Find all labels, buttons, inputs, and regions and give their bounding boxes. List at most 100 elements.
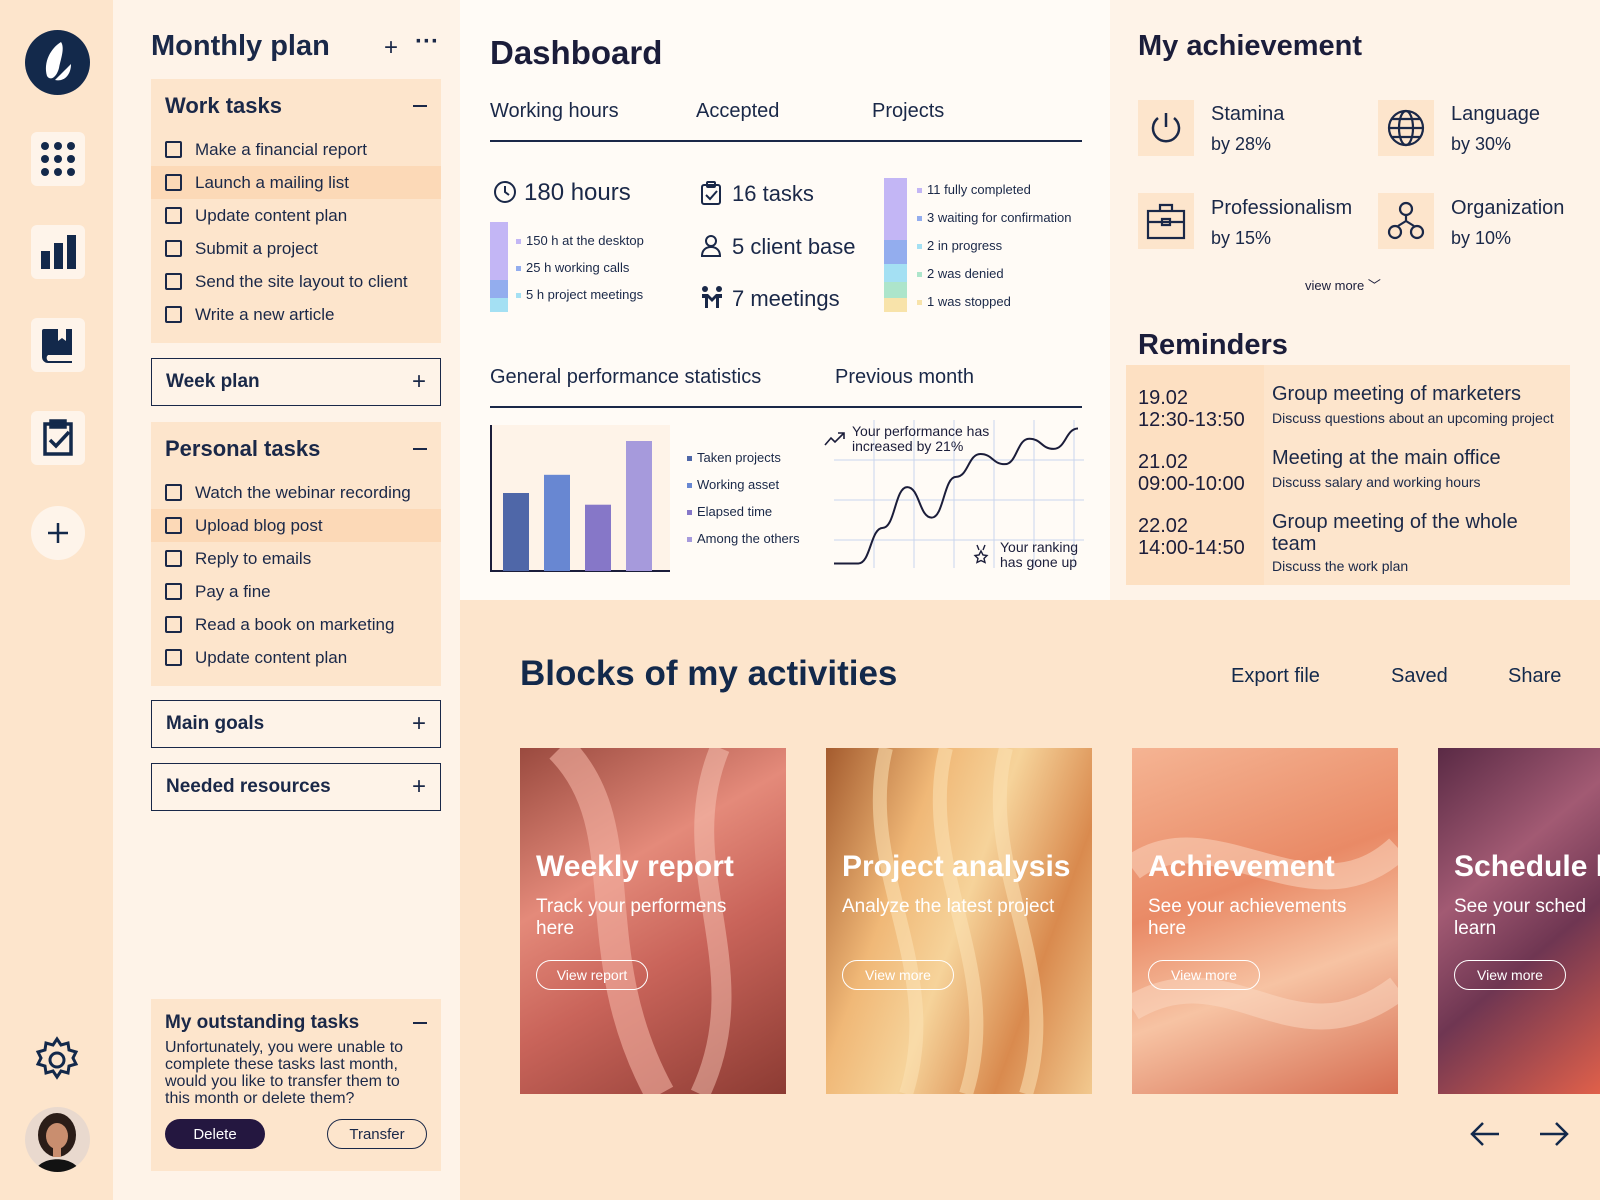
- project-status-item: 1 was stopped: [917, 294, 1011, 309]
- book-icon[interactable]: [31, 318, 85, 372]
- tab-projects[interactable]: Projects: [872, 100, 945, 122]
- achievement-name: Organization: [1451, 197, 1565, 219]
- plan-title: Monthly plan: [151, 30, 330, 62]
- task-item[interactable]: Submit a project: [151, 232, 441, 265]
- personal-tasks-section: Personal tasks Watch the webinar recordi…: [151, 422, 441, 686]
- outstanding-text: Unfortunately, you were unable to comple…: [165, 1039, 404, 1107]
- task-item[interactable]: Pay a fine: [151, 575, 441, 608]
- task-item[interactable]: Update content plan: [151, 641, 441, 674]
- tab-previous-month[interactable]: Previous month: [835, 366, 974, 388]
- divider: [490, 406, 1082, 408]
- checkbox[interactable]: [165, 207, 182, 224]
- collapse-icon[interactable]: [413, 105, 427, 107]
- achievement-value: by 10%: [1451, 228, 1512, 248]
- share-button[interactable]: Share: [1508, 665, 1562, 687]
- card-subtitle: See your achievements here: [1148, 896, 1347, 939]
- clipboard-icon: [700, 181, 722, 210]
- logo-icon[interactable]: [25, 30, 90, 95]
- activity-card[interactable]: Schedule l See your sched learn View mor…: [1438, 748, 1600, 1094]
- reminder-title[interactable]: Group meeting of the whole team: [1272, 511, 1518, 555]
- add-icon[interactable]: [31, 506, 85, 560]
- trend-up-icon: [824, 431, 846, 452]
- settings-gear-icon[interactable]: [33, 1036, 81, 1089]
- checkbox[interactable]: [165, 550, 182, 567]
- checkbox[interactable]: [165, 484, 182, 501]
- activity-card[interactable]: Project analysis Analyze the latest proj…: [826, 748, 1092, 1094]
- task-item[interactable]: Upload blog post: [151, 509, 441, 542]
- saved-button[interactable]: Saved: [1391, 665, 1448, 687]
- task-item[interactable]: Watch the webinar recording: [151, 476, 441, 509]
- tab-general-stats[interactable]: General performance statistics: [490, 366, 762, 388]
- reminder-desc: Discuss questions about an upcoming proj…: [1272, 410, 1554, 426]
- delete-button[interactable]: Delete: [165, 1119, 265, 1149]
- task-item[interactable]: Send the site layout to client: [151, 265, 441, 298]
- tab-working-hours[interactable]: Working hours: [490, 100, 619, 122]
- view-more-button[interactable]: View more: [1148, 960, 1260, 990]
- needed-resources-section[interactable]: Needed resources +: [151, 763, 441, 811]
- checkbox[interactable]: [165, 306, 182, 323]
- hours-item: 150 h at the desktop: [516, 233, 644, 248]
- user-icon: [700, 233, 724, 262]
- activity-card[interactable]: Achievement See your achievements here V…: [1132, 748, 1398, 1094]
- card-title: Achievement: [1148, 850, 1335, 883]
- checkbox[interactable]: [165, 517, 182, 534]
- export-file-button[interactable]: Export file: [1231, 665, 1320, 687]
- achievement-name: Language: [1451, 103, 1540, 125]
- chevron-down-icon: ﹀: [1367, 278, 1381, 293]
- view-report-button[interactable]: View report: [536, 960, 648, 990]
- task-item[interactable]: Make a financial report: [151, 133, 441, 166]
- arrow-right-icon[interactable]: [1538, 1120, 1570, 1153]
- legend-item: Elapsed time: [687, 504, 772, 519]
- add-plan-icon[interactable]: +: [384, 34, 399, 61]
- task-item[interactable]: Update content plan: [151, 199, 441, 232]
- blocks-title: Blocks of my activities: [520, 654, 898, 693]
- star-badge-icon: [972, 544, 990, 571]
- bar-chart-icon[interactable]: [31, 225, 85, 279]
- reminder-datetime: 21.02 09:00-10:00: [1138, 451, 1245, 495]
- plus-icon[interactable]: +: [411, 710, 426, 737]
- achievement-name: Stamina: [1211, 103, 1285, 125]
- checkbox[interactable]: [165, 616, 182, 633]
- bar-4: [626, 441, 652, 571]
- task-item[interactable]: Write a new article: [151, 298, 441, 331]
- week-plan-section[interactable]: Week plan +: [151, 358, 441, 406]
- dashboard-panel: Dashboard Working hours Accepted Project…: [460, 0, 1110, 600]
- checkbox[interactable]: [165, 240, 182, 257]
- view-more-button[interactable]: View more: [1454, 960, 1566, 990]
- collapse-icon[interactable]: [413, 1022, 427, 1024]
- reminders-title: Reminders: [1138, 329, 1288, 361]
- checkbox[interactable]: [165, 583, 182, 600]
- bar-3: [585, 504, 611, 571]
- checkbox[interactable]: [165, 141, 182, 158]
- task-item[interactable]: Read a book on marketing: [151, 608, 441, 641]
- apps-grid-icon[interactable]: [31, 132, 85, 186]
- activity-card[interactable]: Weekly report Track your performens here…: [520, 748, 786, 1094]
- hours-stack-bar: [490, 222, 508, 312]
- legend-item: Working asset: [687, 477, 779, 492]
- reminder-datetime: 19.02 12:30-13:50: [1138, 387, 1245, 431]
- checklist-icon[interactable]: [31, 411, 85, 465]
- projects-stack-bar: [884, 178, 907, 312]
- achievement-title: My achievement: [1138, 30, 1363, 62]
- tab-accepted[interactable]: Accepted: [696, 100, 780, 122]
- performance-bar-chart: [490, 425, 670, 572]
- project-status-item: 2 was denied: [917, 266, 1004, 281]
- checkbox[interactable]: [165, 273, 182, 290]
- task-item[interactable]: Launch a mailing list: [151, 166, 441, 199]
- task-item[interactable]: Reply to emails: [151, 542, 441, 575]
- checkbox[interactable]: [165, 174, 182, 191]
- reminder-title[interactable]: Group meeting of marketers: [1272, 383, 1521, 405]
- reminder-title[interactable]: Meeting at the main office: [1272, 447, 1501, 469]
- plus-icon[interactable]: +: [411, 368, 426, 395]
- checkbox[interactable]: [165, 649, 182, 666]
- work-tasks-section: Work tasks Make a financial report Launc…: [151, 79, 441, 343]
- view-more-link[interactable]: view more ﹀: [1305, 278, 1381, 293]
- main-goals-section[interactable]: Main goals +: [151, 700, 441, 748]
- plus-icon[interactable]: +: [411, 773, 426, 800]
- collapse-icon[interactable]: [413, 448, 427, 450]
- more-options-icon[interactable]: ···: [415, 28, 439, 55]
- avatar[interactable]: [25, 1107, 90, 1172]
- transfer-button[interactable]: Transfer: [327, 1119, 427, 1149]
- arrow-left-icon[interactable]: [1469, 1120, 1501, 1153]
- view-more-button[interactable]: View more: [842, 960, 954, 990]
